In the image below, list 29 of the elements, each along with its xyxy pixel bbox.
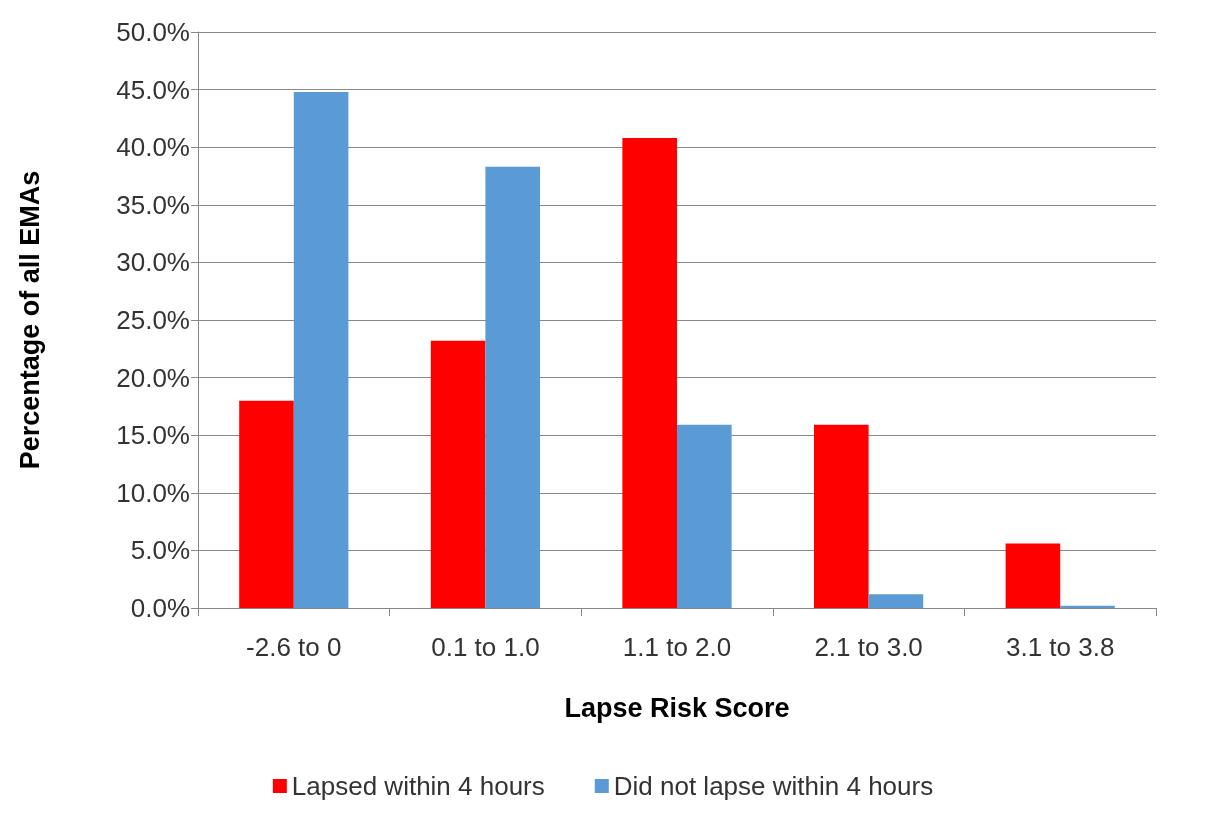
x-tick-label: -2.6 to 0	[246, 632, 342, 662]
bar	[293, 91, 349, 608]
legend-label: Did not lapse within 4 hours	[613, 771, 934, 801]
bar	[485, 166, 541, 608]
y-tick-label: 5.0%	[130, 535, 190, 566]
y-tick-label: 15.0%	[116, 420, 190, 451]
x-tick-label: 1.1 to 2.0	[622, 632, 732, 662]
legend-label: Lapsed within 4 hours	[291, 771, 545, 801]
x-tick-label: 0.1 to 1.0	[431, 632, 540, 662]
y-tick-label: 20.0%	[116, 362, 190, 393]
y-tick-label: 0.0%	[130, 593, 190, 623]
bar	[622, 137, 677, 608]
x-axis-title: Lapse Risk Score	[564, 692, 790, 723]
y-tick-label: 10.0%	[116, 477, 190, 508]
y-tick-label: 40.0%	[116, 132, 190, 163]
bar	[677, 424, 732, 608]
y-tick-label: 30.0%	[116, 247, 190, 278]
bar	[868, 594, 924, 608]
y-axis-title: Percentage of all EMAs	[14, 170, 45, 470]
bar	[430, 340, 486, 608]
x-tick-label: 2.1 to 3.0	[814, 632, 923, 662]
bar	[1005, 543, 1061, 608]
bar	[813, 424, 869, 608]
y-tick-label: 45.0%	[116, 74, 190, 105]
bar	[239, 400, 294, 608]
y-tick-label: 35.0%	[116, 189, 190, 220]
x-tick-label: 3.1 to 3.8	[1005, 632, 1115, 662]
y-tick-label: 50.0%	[116, 17, 190, 47]
y-tick-label: 25.0%	[116, 305, 190, 335]
